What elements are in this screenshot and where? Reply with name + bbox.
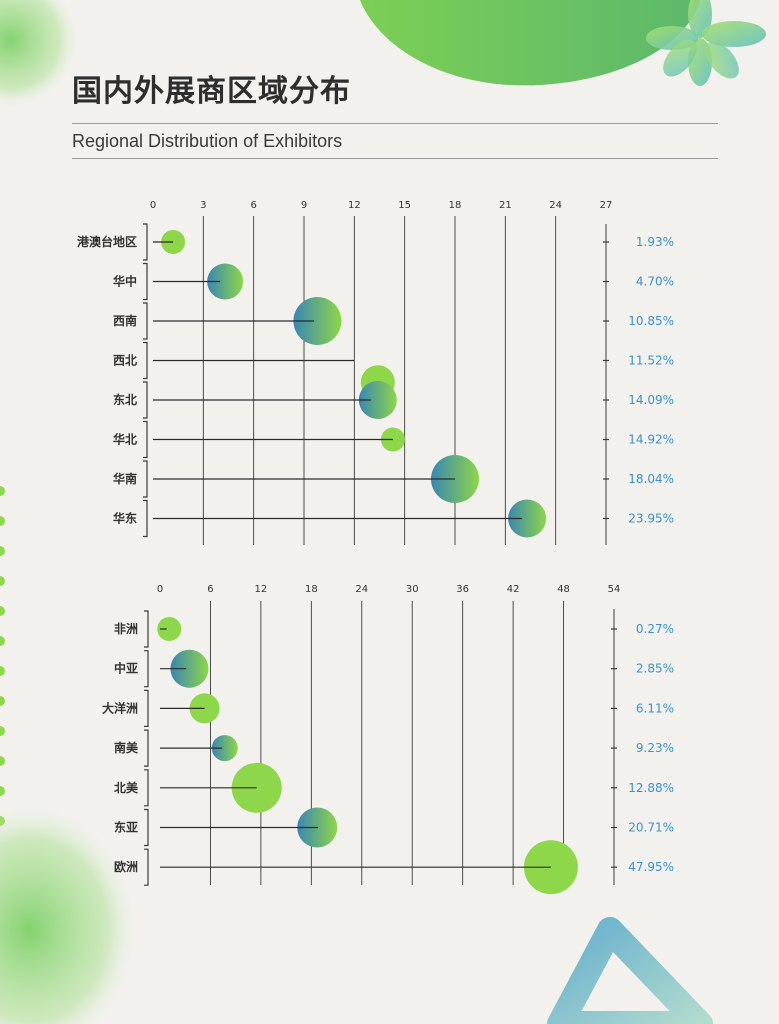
domestic-category-label: 华北 [113,432,137,447]
domestic-bubble [508,499,547,538]
intl-row-bracket [144,769,149,807]
intl-category-label: 大洋洲 [102,700,138,715]
domestic-category-label: 港澳台地区 [77,234,137,249]
domestic-row-bracket [143,499,148,538]
domestic-tick-label: 24 [549,200,562,211]
domestic-category-label: 东北 [113,392,137,407]
title-divider-top [72,123,718,124]
intl-category-label: 北美 [114,780,139,795]
domestic-percent-label: 14.92% [628,433,674,447]
intl-category-label: 东亚 [114,820,138,835]
intl-row-bracket [144,808,149,847]
intl-row-bracket [144,848,149,886]
intl-percent-label: 9.23% [636,741,674,755]
domestic-tick-label: 15 [398,200,411,211]
intl-category-label: 欧洲 [114,859,138,874]
domestic-percent-label: 23.95% [628,512,674,526]
domestic-category-label: 华中 [113,274,137,289]
domestic-tick-label: 6 [250,200,256,211]
intl-row-bracket [144,610,149,648]
domestic-percent-label: 14.09% [628,393,674,407]
domestic-tick-label: 18 [449,200,462,211]
domestic-category-label: 西南 [113,313,137,328]
domestic-category-label: 西北 [113,353,137,368]
intl-tick-label: 6 [207,584,213,595]
intl-category-label: 中亚 [114,661,138,676]
intl-percent-label: 0.27% [636,622,674,636]
intl-tick-label: 24 [355,584,368,595]
domestic-tick-label: 27 [600,200,613,211]
intl-tick-label: 36 [456,584,469,595]
domestic-row-bracket [143,420,148,459]
intl-row-bracket [144,650,149,688]
domestic-percent-label: 4.70% [636,275,674,289]
intl-bubble [211,735,238,762]
intl-tick-label: 30 [406,584,419,595]
domestic-row-bracket [143,302,148,340]
domestic-percent-label: 1.93% [636,235,674,249]
intl-tick-label: 12 [255,584,268,595]
domestic-row-bracket [143,262,148,301]
domestic-region-chart: 0 3 6 9 12 15 18 21 24 27 港澳台地区 1.93% 华中 4.70% 西南 10.85… [77,200,674,545]
domestic-tick-label: 12 [348,200,361,211]
intl-tick-label: 18 [305,584,318,595]
title-divider-bottom [72,158,718,159]
domestic-category-label: 华南 [113,471,137,486]
page-subtitle: Regional Distribution of Exhibitors [72,131,343,151]
domestic-percent-label: 10.85% [628,314,674,328]
page-title: 国内外展商区域分布 [72,74,351,109]
domestic-bubble [207,263,244,300]
intl-percent-label: 12.88% [628,781,674,795]
intl-percent-label: 47.95% [628,860,674,874]
intl-bubble [157,617,182,641]
intl-percent-label: 6.11% [636,701,674,715]
domestic-row-bracket [143,460,148,498]
intl-tick-label: 0 [157,584,163,595]
intl-bubble [170,649,209,688]
intl-row-bracket [144,729,149,767]
intl-percent-label: 20.71% [628,821,674,835]
intl-row-bracket [144,689,149,727]
domestic-tick-label: 21 [499,200,512,211]
domestic-bubble [358,381,397,419]
domestic-tick-label: 9 [301,200,307,211]
domestic-tick-label: 3 [200,200,206,211]
intl-category-label: 南美 [114,740,139,755]
international-region-chart: 0 6 12 18 24 30 36 42 48 54 非洲 0.27% 中亚 2.85% 大洋洲 6.11%… [102,584,674,895]
intl-tick-label: 54 [608,584,621,595]
domestic-row-bracket [143,223,148,261]
domestic-row-bracket [143,381,148,419]
domestic-percent-label: 11.52% [628,354,674,368]
domestic-category-label: 华东 [113,511,137,526]
intl-tick-label: 48 [557,584,570,595]
intl-category-label: 非洲 [114,621,138,636]
domestic-tick-label: 0 [150,200,156,211]
domestic-percent-label: 18.04% [628,472,674,486]
intl-tick-label: 42 [507,584,520,595]
intl-percent-label: 2.85% [636,662,674,676]
domestic-bubble [293,297,342,345]
domestic-row-bracket [143,341,148,380]
